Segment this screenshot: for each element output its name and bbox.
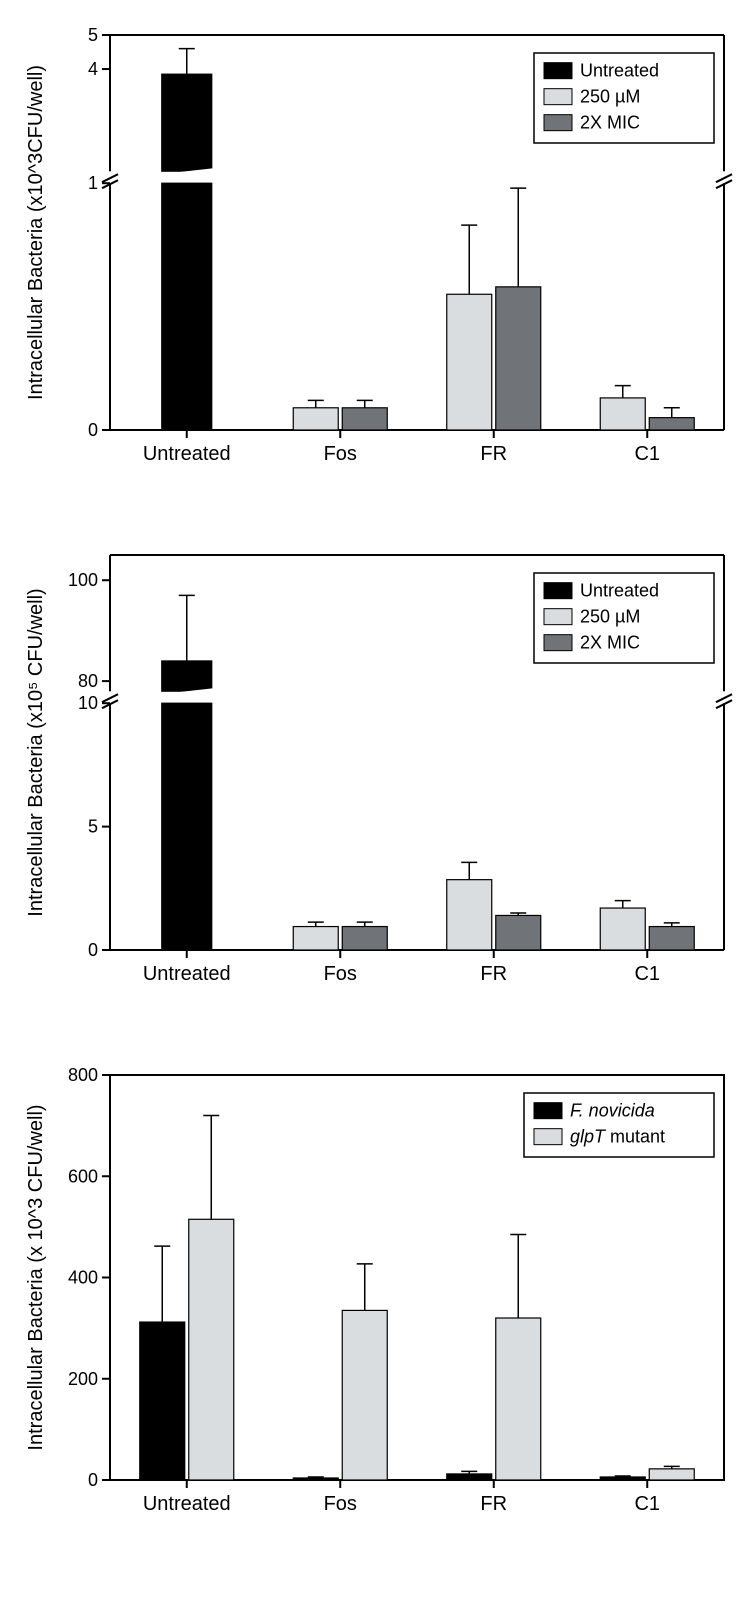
legend-swatch xyxy=(544,609,572,625)
legend-label: 2X MIC xyxy=(580,113,640,133)
legend-label: 250 µM xyxy=(580,607,640,627)
panel-b: 0 5 1080 100 Intracellular Bacteria (x10⁵ CF… xyxy=(10,540,744,1000)
bar xyxy=(649,418,694,430)
y-tick-label: 4 xyxy=(88,59,98,79)
bar xyxy=(447,294,492,430)
legend-swatch xyxy=(544,63,572,79)
category-label: Untreated xyxy=(143,963,231,985)
legend-swatch xyxy=(534,1129,562,1145)
bar xyxy=(649,1469,694,1480)
legend-label: F. novicida xyxy=(570,1101,655,1121)
y-tick-label: 200 xyxy=(68,1369,98,1389)
legend-label: 250 µM xyxy=(580,87,640,107)
y-axis-title: Intracellular Bacteria (x10⁵ CFU/well) xyxy=(25,588,47,916)
chart-b: 0 5 1080 100 Intracellular Bacteria (x10⁵ CF… xyxy=(10,540,744,1000)
bar xyxy=(447,1474,492,1480)
bar xyxy=(447,880,492,950)
panel-a: 0 1 4 5 Intracellular Bacteria (x10^3CFU/wel… xyxy=(10,20,744,480)
legend-swatch xyxy=(544,635,572,651)
y-tick-label: 80 xyxy=(78,671,98,691)
category-label: C1 xyxy=(634,443,660,465)
y-tick-label: 100 xyxy=(68,570,98,590)
y-tick-label: 0 xyxy=(88,1470,98,1490)
chart-a: 0 1 4 5 Intracellular Bacteria (x10^3CFU/wel… xyxy=(10,20,744,480)
y-tick-label: 0 xyxy=(88,420,98,440)
y-tick-label: 1 xyxy=(88,173,98,193)
bar xyxy=(293,1478,338,1480)
category-label: Fos xyxy=(324,443,357,465)
legend-swatch xyxy=(544,89,572,105)
bar xyxy=(342,1310,387,1480)
legend-swatch xyxy=(534,1103,562,1119)
y-tick-label: 5 xyxy=(88,25,98,45)
bar xyxy=(600,908,645,950)
y-tick-label: 0 xyxy=(88,940,98,960)
panel-c: 0 200 400 600 800 Intracellular Bacteria (x 1… xyxy=(10,1060,744,1530)
category-label: Untreated xyxy=(143,1493,231,1515)
category-label: FR xyxy=(480,1493,507,1515)
figure-container: 0 1 4 5 Intracellular Bacteria (x10^3CFU/wel… xyxy=(0,0,754,1610)
y-axis-title: Intracellular Bacteria (x10^3CFU/well) xyxy=(25,65,47,400)
y-tick-label: 600 xyxy=(68,1166,98,1186)
legend-swatch xyxy=(544,583,572,599)
bar xyxy=(496,287,541,430)
bar xyxy=(162,661,212,691)
category-label: Fos xyxy=(324,963,357,985)
bar xyxy=(496,1318,541,1480)
bar xyxy=(293,927,338,950)
legend-swatch xyxy=(544,115,572,131)
category-label: FR xyxy=(480,443,507,465)
bar xyxy=(140,1322,185,1480)
bar xyxy=(649,927,694,950)
legend-label: glpT mutant xyxy=(570,1127,665,1147)
bar xyxy=(189,1219,234,1480)
category-label: FR xyxy=(480,963,507,985)
y-tick-label: 400 xyxy=(68,1268,98,1288)
bar xyxy=(496,915,541,950)
bar xyxy=(600,398,645,430)
y-tick-label: 10 xyxy=(78,693,98,713)
legend-label: Untreated xyxy=(580,581,659,601)
chart-c: 0 200 400 600 800 Intracellular Bacteria (x 1… xyxy=(10,1060,744,1530)
category-label: Fos xyxy=(324,1493,357,1515)
bar xyxy=(293,408,338,430)
category-label: Untreated xyxy=(143,443,231,465)
bar xyxy=(162,183,212,430)
bar xyxy=(600,1477,645,1480)
category-label: C1 xyxy=(634,963,660,985)
category-label: C1 xyxy=(634,1493,660,1515)
bar xyxy=(162,703,212,950)
bar xyxy=(342,408,387,430)
y-tick-label: 800 xyxy=(68,1065,98,1085)
bar xyxy=(162,74,212,171)
bar xyxy=(342,927,387,950)
y-axis-title: Intracellular Bacteria (x 10^3 CFU/well) xyxy=(25,1104,47,1450)
y-tick-label: 5 xyxy=(88,817,98,837)
legend-label: 2X MIC xyxy=(580,633,640,653)
legend-label: Untreated xyxy=(580,61,659,81)
